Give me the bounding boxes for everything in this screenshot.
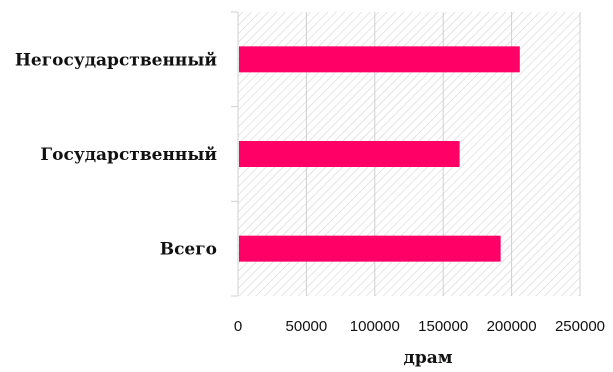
x-axis-title: драм <box>404 348 453 368</box>
x-tick-label: 0 <box>234 318 242 335</box>
category-label: Всего <box>160 240 217 260</box>
bar <box>239 141 460 167</box>
bar <box>239 235 501 262</box>
category-labels: Негосударственный Государственный Всего <box>15 50 218 259</box>
category-label: Негосударственный <box>15 50 218 70</box>
x-tick-label: 100000 <box>350 318 400 335</box>
bars-group <box>239 46 520 262</box>
x-tick-labels: 0 50000 100000 150000 200000 250000 <box>234 318 605 335</box>
x-tick-label: 250000 <box>555 318 605 335</box>
x-tick-label: 50000 <box>286 318 328 335</box>
bar <box>239 46 520 73</box>
x-tick-label: 150000 <box>418 318 468 335</box>
category-label: Государственный <box>40 145 217 165</box>
x-tick-label: 200000 <box>487 318 537 335</box>
